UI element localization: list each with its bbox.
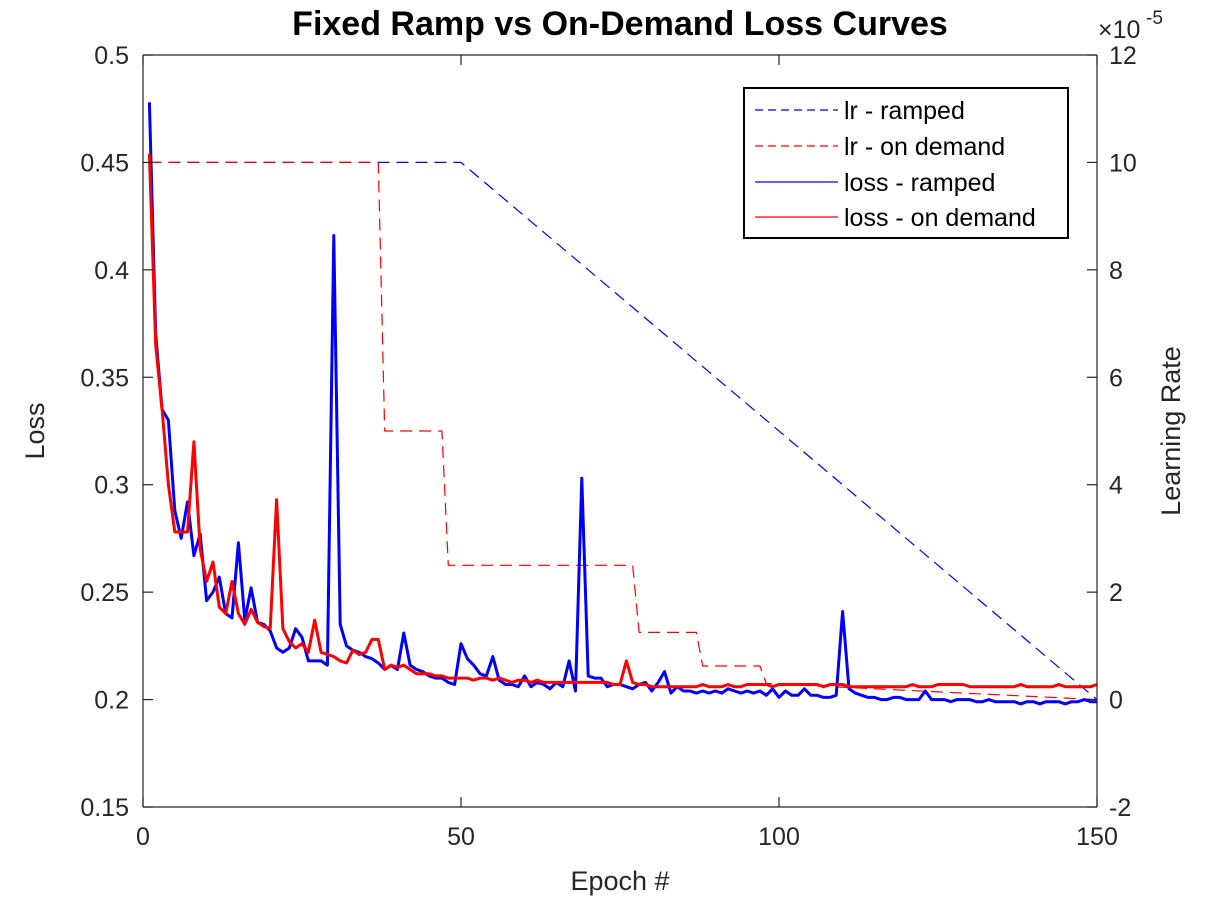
x-tick-label: 100 bbox=[758, 823, 800, 851]
y2-exponent-value: -5 bbox=[1146, 8, 1163, 29]
x-tick-label: 0 bbox=[136, 823, 150, 851]
y2-tick-label: -2 bbox=[1109, 794, 1131, 822]
y2-axis-label: Learning Rate bbox=[1156, 346, 1186, 516]
x-axis-label: Epoch # bbox=[570, 866, 669, 896]
legend-label-loss-on-demand: loss - on demand bbox=[844, 204, 1036, 232]
y2-tick-label: 0 bbox=[1109, 687, 1123, 715]
y-tick-label: 0.25 bbox=[80, 579, 129, 607]
y-axis-label: Loss bbox=[20, 402, 50, 459]
legend-label-lr-on-demand: lr - on demand bbox=[844, 133, 1005, 161]
series-line-loss-on-demand bbox=[147, 153, 1098, 689]
series-line-lr-on-demand bbox=[149, 161, 1098, 701]
y2-tick-label: 12 bbox=[1109, 42, 1137, 70]
y2-tick-label: 2 bbox=[1109, 579, 1123, 607]
y-tick-label: 0.3 bbox=[94, 472, 129, 500]
y-tick-label: 0.2 bbox=[94, 687, 129, 715]
y2-tick-label: 6 bbox=[1109, 364, 1123, 392]
y-tick-label: 0.35 bbox=[80, 364, 129, 392]
y-tick-label: 0.5 bbox=[94, 42, 129, 70]
y-tick-label: 0.45 bbox=[80, 149, 129, 177]
y2-tick-label: 8 bbox=[1109, 257, 1123, 285]
y-tick-label: 0.15 bbox=[80, 794, 129, 822]
legend-label-loss-ramped: loss - ramped bbox=[844, 169, 995, 197]
series-line-loss-ramped bbox=[147, 102, 1097, 706]
series-layer bbox=[147, 102, 1098, 706]
chart-title: Fixed Ramp vs On-Demand Loss Curves bbox=[292, 5, 948, 43]
x-tick-label: 150 bbox=[1076, 823, 1118, 851]
legend-label-lr-ramped: lr - ramped bbox=[844, 97, 965, 125]
axes-frame bbox=[142, 54, 1098, 808]
legend-box bbox=[743, 87, 1069, 239]
y2-tick-label: 4 bbox=[1109, 472, 1123, 500]
x-tick-label: 50 bbox=[447, 823, 475, 851]
y2-exponent-label: ×10 bbox=[1098, 16, 1140, 44]
ticks-layer: 0 50 100 150 0.15 0.2 0.25 0.3 0.35 0.4 0.45 0.5 -2 0… bbox=[80, 42, 1136, 851]
legend: lr - ramped lr - on demand loss - ramped… bbox=[743, 87, 1069, 239]
y2-tick-label: 10 bbox=[1109, 149, 1137, 177]
y-tick-label: 0.4 bbox=[94, 257, 129, 285]
